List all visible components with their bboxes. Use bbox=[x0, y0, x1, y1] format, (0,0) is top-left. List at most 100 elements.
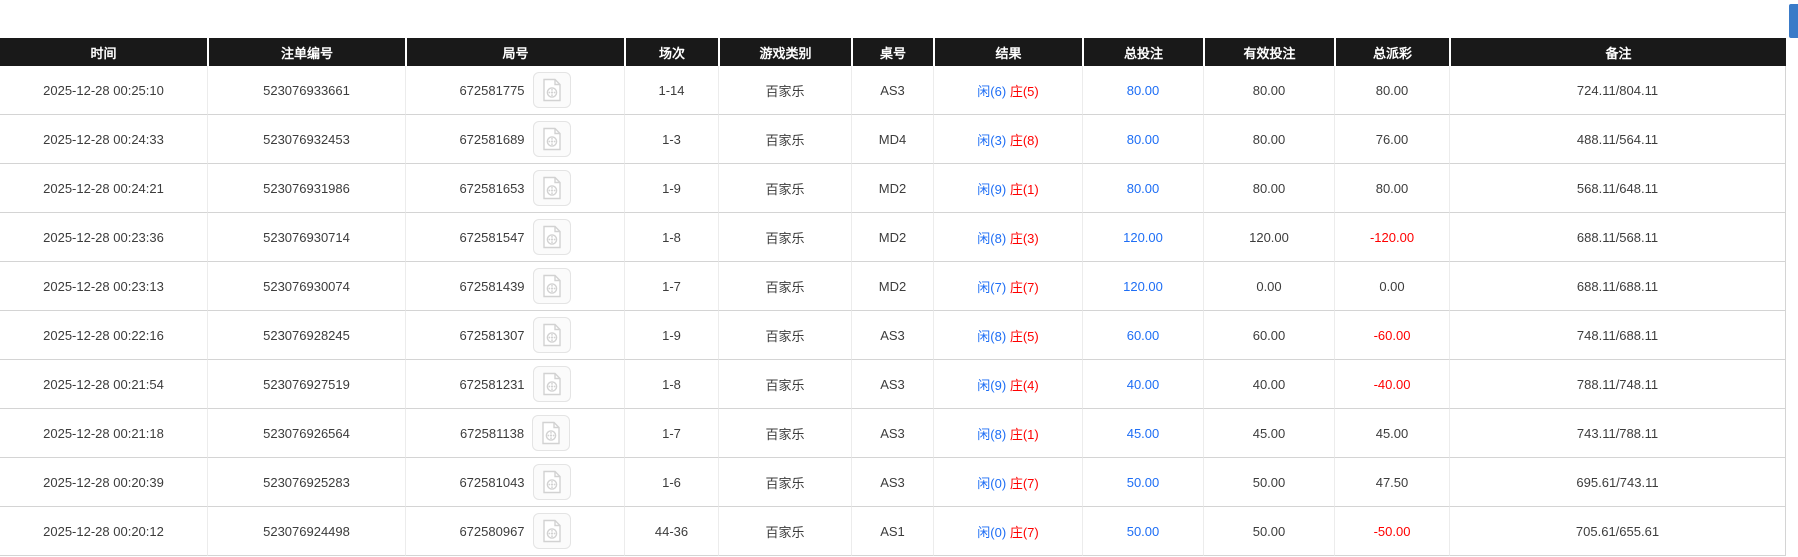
result-player: 闲(9) bbox=[977, 377, 1007, 393]
session-cell: 1-6 bbox=[624, 458, 718, 507]
result-player: 闲(7) bbox=[977, 279, 1007, 295]
game-type-cell: 百家乐 bbox=[718, 409, 851, 458]
total-bet-cell: 40.00 bbox=[1082, 360, 1203, 409]
table-no-cell: MD2 bbox=[851, 262, 933, 311]
table-row: 2025-12-28 00:23:36 523076930714 6725815… bbox=[0, 213, 1786, 262]
result-cell: 闲(0) 庄(7) bbox=[933, 507, 1082, 556]
top-strip bbox=[0, 0, 1798, 38]
result-cell: 闲(8) 庄(5) bbox=[933, 311, 1082, 360]
col-header-remark: 备注 bbox=[1449, 38, 1786, 66]
bet-records-table: 时间 注单编号 局号 场次 游戏类别 桌号 结果 总投注 有效投注 总派彩 备注… bbox=[0, 38, 1786, 556]
result-banker: 庄(5) bbox=[1009, 83, 1039, 99]
bet-id-cell: 523076930714 bbox=[207, 213, 405, 262]
replay-video-button[interactable] bbox=[532, 268, 571, 304]
payout-value: 45.00 bbox=[1375, 425, 1409, 441]
table-no-cell: AS3 bbox=[851, 311, 933, 360]
payout-value: 76.00 bbox=[1375, 131, 1409, 147]
result-cell: 闲(7) 庄(7) bbox=[933, 262, 1082, 311]
total-bet-link[interactable]: 60.00 bbox=[1126, 327, 1160, 343]
payout-value: 0.00 bbox=[1379, 278, 1405, 294]
round-id-cell: 672581043 bbox=[405, 458, 624, 507]
result-player: 闲(9) bbox=[977, 181, 1007, 197]
replay-video-button[interactable] bbox=[532, 317, 571, 353]
time-cell: 2025-12-28 00:25:10 bbox=[0, 66, 207, 115]
replay-video-button[interactable] bbox=[532, 121, 571, 157]
round-id-value: 672581307 bbox=[459, 327, 525, 343]
total-bet-link[interactable]: 45.00 bbox=[1126, 425, 1160, 441]
total-bet-link[interactable]: 80.00 bbox=[1126, 82, 1160, 98]
total-payout-cell: -120.00 bbox=[1334, 213, 1449, 262]
total-bet-link[interactable]: 120.00 bbox=[1123, 229, 1163, 245]
table-no-cell: AS3 bbox=[851, 66, 933, 115]
total-bet-cell: 120.00 bbox=[1082, 262, 1203, 311]
replay-video-button[interactable] bbox=[532, 170, 571, 206]
valid-bet-cell: 40.00 bbox=[1203, 360, 1334, 409]
round-id-value: 672581689 bbox=[459, 131, 525, 147]
replay-video-button[interactable] bbox=[532, 72, 571, 108]
top-right-button-edge[interactable] bbox=[1789, 4, 1798, 38]
round-id-cell: 672581138 bbox=[405, 409, 624, 458]
bet-id-cell: 523076931986 bbox=[207, 164, 405, 213]
total-bet-link[interactable]: 40.00 bbox=[1126, 376, 1160, 392]
table-row: 2025-12-28 00:22:16 523076928245 6725813… bbox=[0, 311, 1786, 360]
round-id-value: 672581439 bbox=[459, 278, 525, 294]
table-no-cell: AS3 bbox=[851, 360, 933, 409]
col-header-bet-id: 注单编号 bbox=[207, 38, 405, 66]
total-payout-cell: 80.00 bbox=[1334, 66, 1449, 115]
result-player: 闲(3) bbox=[977, 132, 1007, 148]
remark-cell: 688.11/688.11 bbox=[1449, 262, 1786, 311]
remark-cell: 488.11/564.11 bbox=[1449, 115, 1786, 164]
replay-video-button[interactable] bbox=[532, 415, 571, 451]
round-id-cell: 672581775 bbox=[405, 66, 624, 115]
time-cell: 2025-12-28 00:23:13 bbox=[0, 262, 207, 311]
total-bet-cell: 80.00 bbox=[1082, 66, 1203, 115]
round-id-value: 672581547 bbox=[459, 229, 525, 245]
total-bet-link[interactable]: 50.00 bbox=[1126, 474, 1160, 490]
total-payout-cell: 45.00 bbox=[1334, 409, 1449, 458]
round-id-cell: 672581547 bbox=[405, 213, 624, 262]
bet-id-cell: 523076924498 bbox=[207, 507, 405, 556]
valid-bet-cell: 80.00 bbox=[1203, 115, 1334, 164]
col-header-time: 时间 bbox=[0, 38, 207, 66]
session-cell: 1-9 bbox=[624, 164, 718, 213]
remark-cell: 748.11/688.11 bbox=[1449, 311, 1786, 360]
video-file-icon bbox=[541, 519, 563, 543]
table-row: 2025-12-28 00:25:10 523076933661 6725817… bbox=[0, 66, 1786, 115]
session-cell: 44-36 bbox=[624, 507, 718, 556]
round-id-value: 672581231 bbox=[459, 376, 525, 392]
result-banker: 庄(7) bbox=[1009, 475, 1039, 491]
result-banker: 庄(7) bbox=[1009, 279, 1039, 295]
table-no-cell: AS1 bbox=[851, 507, 933, 556]
replay-video-button[interactable] bbox=[532, 464, 571, 500]
round-id-cell: 672581689 bbox=[405, 115, 624, 164]
col-header-table-no: 桌号 bbox=[851, 38, 933, 66]
round-id-value: 672581653 bbox=[459, 180, 525, 196]
total-bet-link[interactable]: 50.00 bbox=[1126, 523, 1160, 539]
video-file-icon bbox=[540, 421, 562, 445]
time-cell: 2025-12-28 00:22:16 bbox=[0, 311, 207, 360]
video-file-icon bbox=[541, 274, 563, 298]
replay-video-button[interactable] bbox=[532, 513, 571, 549]
payout-value: 80.00 bbox=[1375, 180, 1409, 196]
table-row: 2025-12-28 00:21:18 523076926564 6725811… bbox=[0, 409, 1786, 458]
total-bet-link[interactable]: 80.00 bbox=[1126, 180, 1160, 196]
valid-bet-cell: 80.00 bbox=[1203, 66, 1334, 115]
result-banker: 庄(3) bbox=[1009, 230, 1039, 246]
total-bet-link[interactable]: 80.00 bbox=[1126, 131, 1160, 147]
col-header-valid-bet: 有效投注 bbox=[1203, 38, 1334, 66]
replay-video-button[interactable] bbox=[532, 219, 571, 255]
replay-video-button[interactable] bbox=[532, 366, 571, 402]
session-cell: 1-8 bbox=[624, 360, 718, 409]
total-bet-link[interactable]: 120.00 bbox=[1123, 278, 1163, 294]
session-cell: 1-7 bbox=[624, 262, 718, 311]
remark-cell: 705.61/655.61 bbox=[1449, 507, 1786, 556]
table-row: 2025-12-28 00:20:12 523076924498 6725809… bbox=[0, 507, 1786, 556]
table-row: 2025-12-28 00:20:39 523076925283 6725810… bbox=[0, 458, 1786, 507]
total-bet-cell: 50.00 bbox=[1082, 507, 1203, 556]
total-payout-cell: 76.00 bbox=[1334, 115, 1449, 164]
table-no-cell: AS3 bbox=[851, 458, 933, 507]
payout-value: 47.50 bbox=[1375, 474, 1409, 490]
round-id-cell: 672581439 bbox=[405, 262, 624, 311]
session-cell: 1-9 bbox=[624, 311, 718, 360]
video-file-icon bbox=[541, 176, 563, 200]
